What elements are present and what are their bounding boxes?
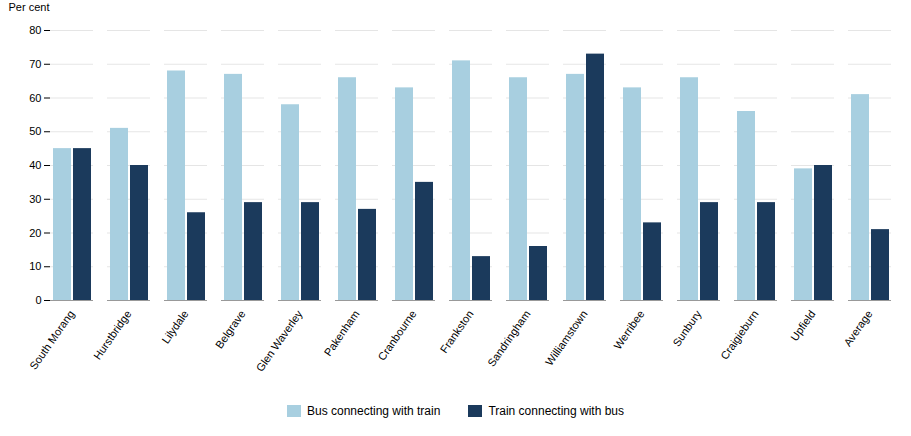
svg-text:Belgrave: Belgrave: [213, 308, 248, 350]
svg-text:70: 70: [29, 58, 41, 70]
svg-text:Werribee: Werribee: [611, 308, 646, 351]
svg-text:0: 0: [35, 294, 41, 306]
svg-text:Sandringham: Sandringham: [485, 308, 532, 368]
html-text:Bus connecting with train: Bus connecting with train: [307, 404, 441, 418]
svg-text:40: 40: [29, 159, 41, 171]
svg-text:Williamstown: Williamstown: [543, 308, 590, 367]
svg-text:80: 80: [29, 24, 41, 36]
svg-text:South Morang: South Morang: [27, 308, 76, 371]
svg-text:Lilydale: Lilydale: [159, 308, 190, 345]
html-text:Train connecting with bus: Train connecting with bus: [488, 404, 624, 418]
svg-text:Per cent: Per cent: [9, 1, 50, 13]
svg-text:Glen Waverley: Glen Waverley: [254, 308, 305, 374]
svg-text:Upfield: Upfield: [788, 308, 817, 343]
svg-text:Cranbourne: Cranbourne: [375, 308, 418, 362]
svg-text:10: 10: [29, 260, 41, 272]
svg-text:Pakenham: Pakenham: [322, 308, 362, 358]
svg-text:Sunbury: Sunbury: [670, 308, 704, 349]
svg-text:20: 20: [29, 227, 41, 239]
svg-text:60: 60: [29, 92, 41, 104]
svg-text:50: 50: [29, 125, 41, 137]
svg-text:Frankston: Frankston: [438, 308, 476, 355]
svg-text:30: 30: [29, 193, 41, 205]
svg-text:Craigieburn: Craigieburn: [718, 308, 760, 361]
svg-text:Hurstbridge: Hurstbridge: [91, 308, 133, 361]
svg-text:Average: Average: [841, 308, 874, 348]
